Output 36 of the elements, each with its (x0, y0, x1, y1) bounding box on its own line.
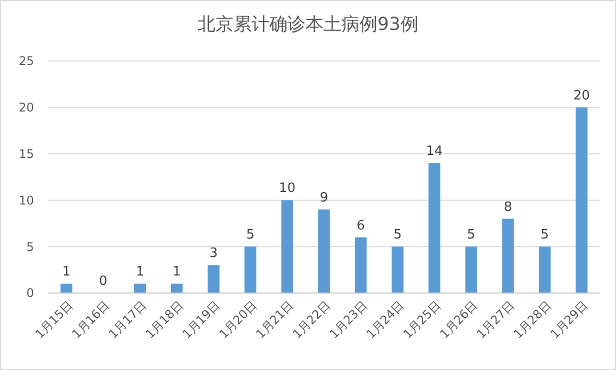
y-tick-label: 5 (26, 240, 34, 254)
data-label: 14 (426, 144, 443, 160)
y-tick-label: 25 (18, 54, 34, 68)
bar (134, 284, 146, 293)
data-label: 3 (209, 246, 218, 262)
y-tick-label: 10 (18, 193, 34, 208)
y-tick-label: 20 (18, 100, 34, 115)
data-label: 8 (504, 200, 512, 215)
bar (465, 246, 478, 293)
y-tick-label: 15 (18, 147, 34, 161)
bar (502, 218, 514, 293)
bar (354, 237, 367, 293)
data-label: 10 (278, 181, 296, 196)
bar (318, 209, 330, 293)
bar (60, 284, 72, 293)
y-tick-label: 0 (26, 286, 34, 300)
bar (538, 246, 551, 293)
bar (392, 246, 404, 293)
chart-title: 北京累计确诊本土病例93例 (198, 14, 418, 35)
data-label: 6 (356, 218, 365, 234)
data-label: 1 (62, 264, 71, 280)
data-label: 5 (393, 228, 402, 243)
bar (208, 265, 220, 293)
data-label: 1 (136, 264, 144, 280)
data-label: 5 (246, 228, 255, 243)
bar (576, 107, 588, 293)
data-label: 20 (573, 88, 590, 104)
bar (170, 284, 183, 293)
data-label: 0 (99, 274, 108, 289)
data-label: 5 (540, 228, 549, 243)
data-label: 5 (467, 228, 476, 243)
bar (428, 163, 440, 293)
bar (281, 200, 294, 293)
data-label: 9 (320, 190, 328, 206)
data-label: 1 (172, 264, 181, 280)
bar (244, 246, 256, 293)
